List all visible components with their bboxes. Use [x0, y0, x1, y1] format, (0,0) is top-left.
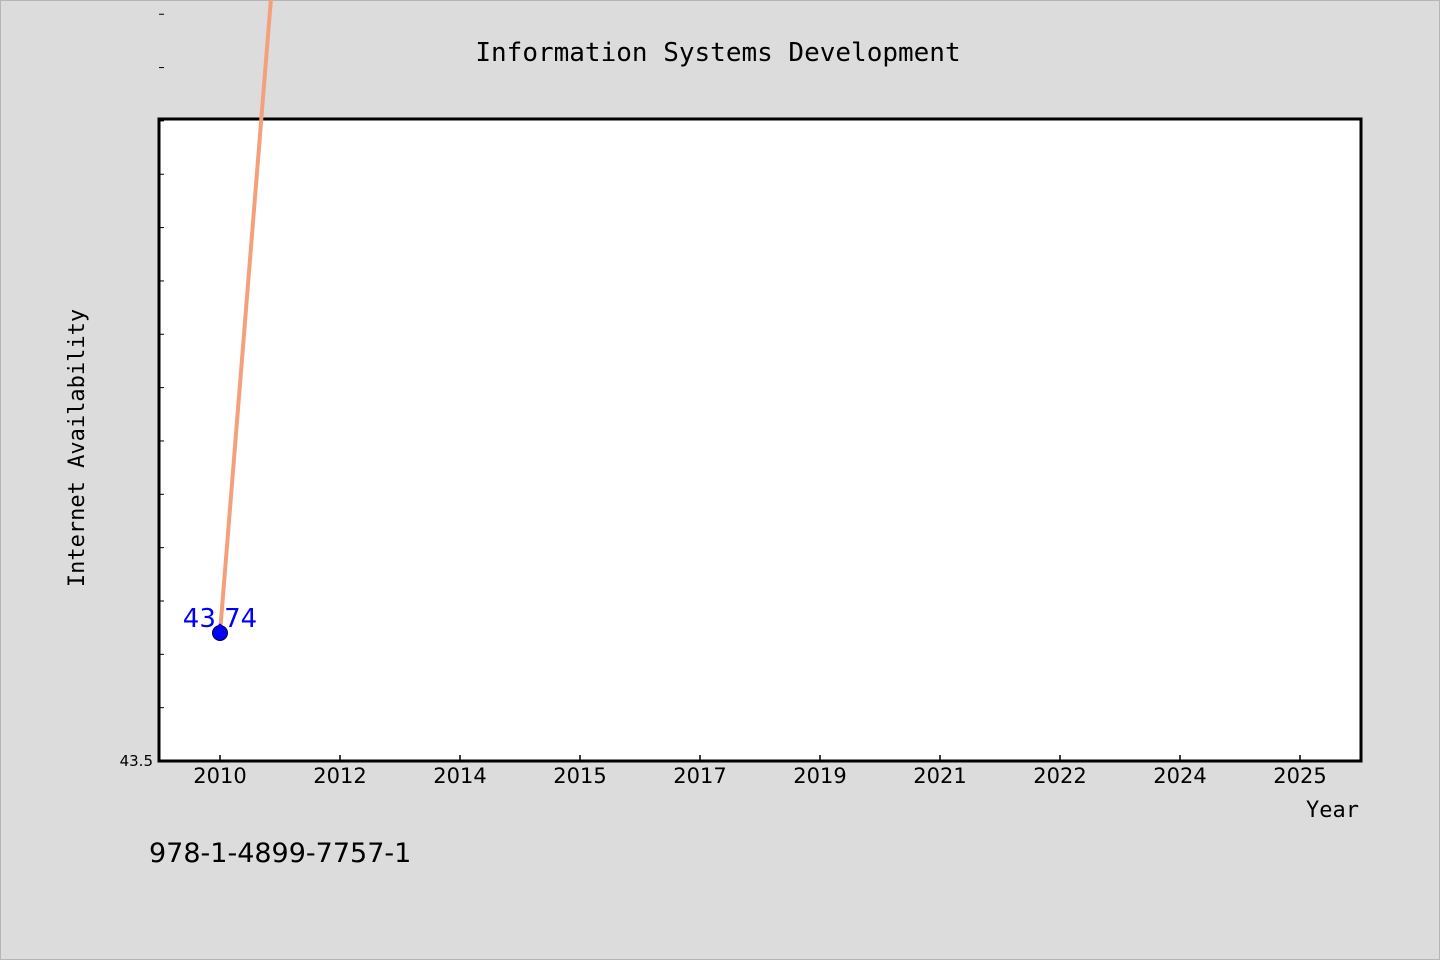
x-tick-label: 2012	[313, 764, 366, 788]
data-label: 43.74	[183, 604, 257, 634]
x-tick-label: 2015	[553, 764, 606, 788]
series-line-group	[212, 0, 273, 641]
y-axis-ticks	[159, 13, 164, 709]
x-tick-label: 2017	[673, 764, 726, 788]
x-tick-label: 2021	[913, 764, 966, 788]
x-tick-label: 2019	[793, 764, 846, 788]
x-axis-ticks: 2010 2012 2014 2015 2017 2019 2021 2022 2024 2025	[193, 755, 1327, 788]
y-axis-title: Internet Availability	[65, 309, 90, 587]
data-point	[212, 624, 228, 641]
y-axis-min-label: 43.5	[120, 752, 153, 770]
x-axis-title: Year	[1306, 798, 1359, 823]
footer-isbn: 978-1-4899-7757-1	[149, 838, 411, 869]
data-label-group: 43.7446.5446.4946.3246.0645.0346.448.924…	[183, 604, 257, 634]
plot-area	[157, 117, 1363, 763]
x-tick-label: 2025	[1273, 764, 1326, 788]
x-tick-label: 2014	[433, 764, 486, 788]
x-tick-label: 2010	[193, 764, 246, 788]
x-tick-label: 2022	[1033, 764, 1086, 788]
chart-title: Information Systems Development	[475, 38, 960, 68]
x-tick-label: 2024	[1153, 764, 1206, 788]
